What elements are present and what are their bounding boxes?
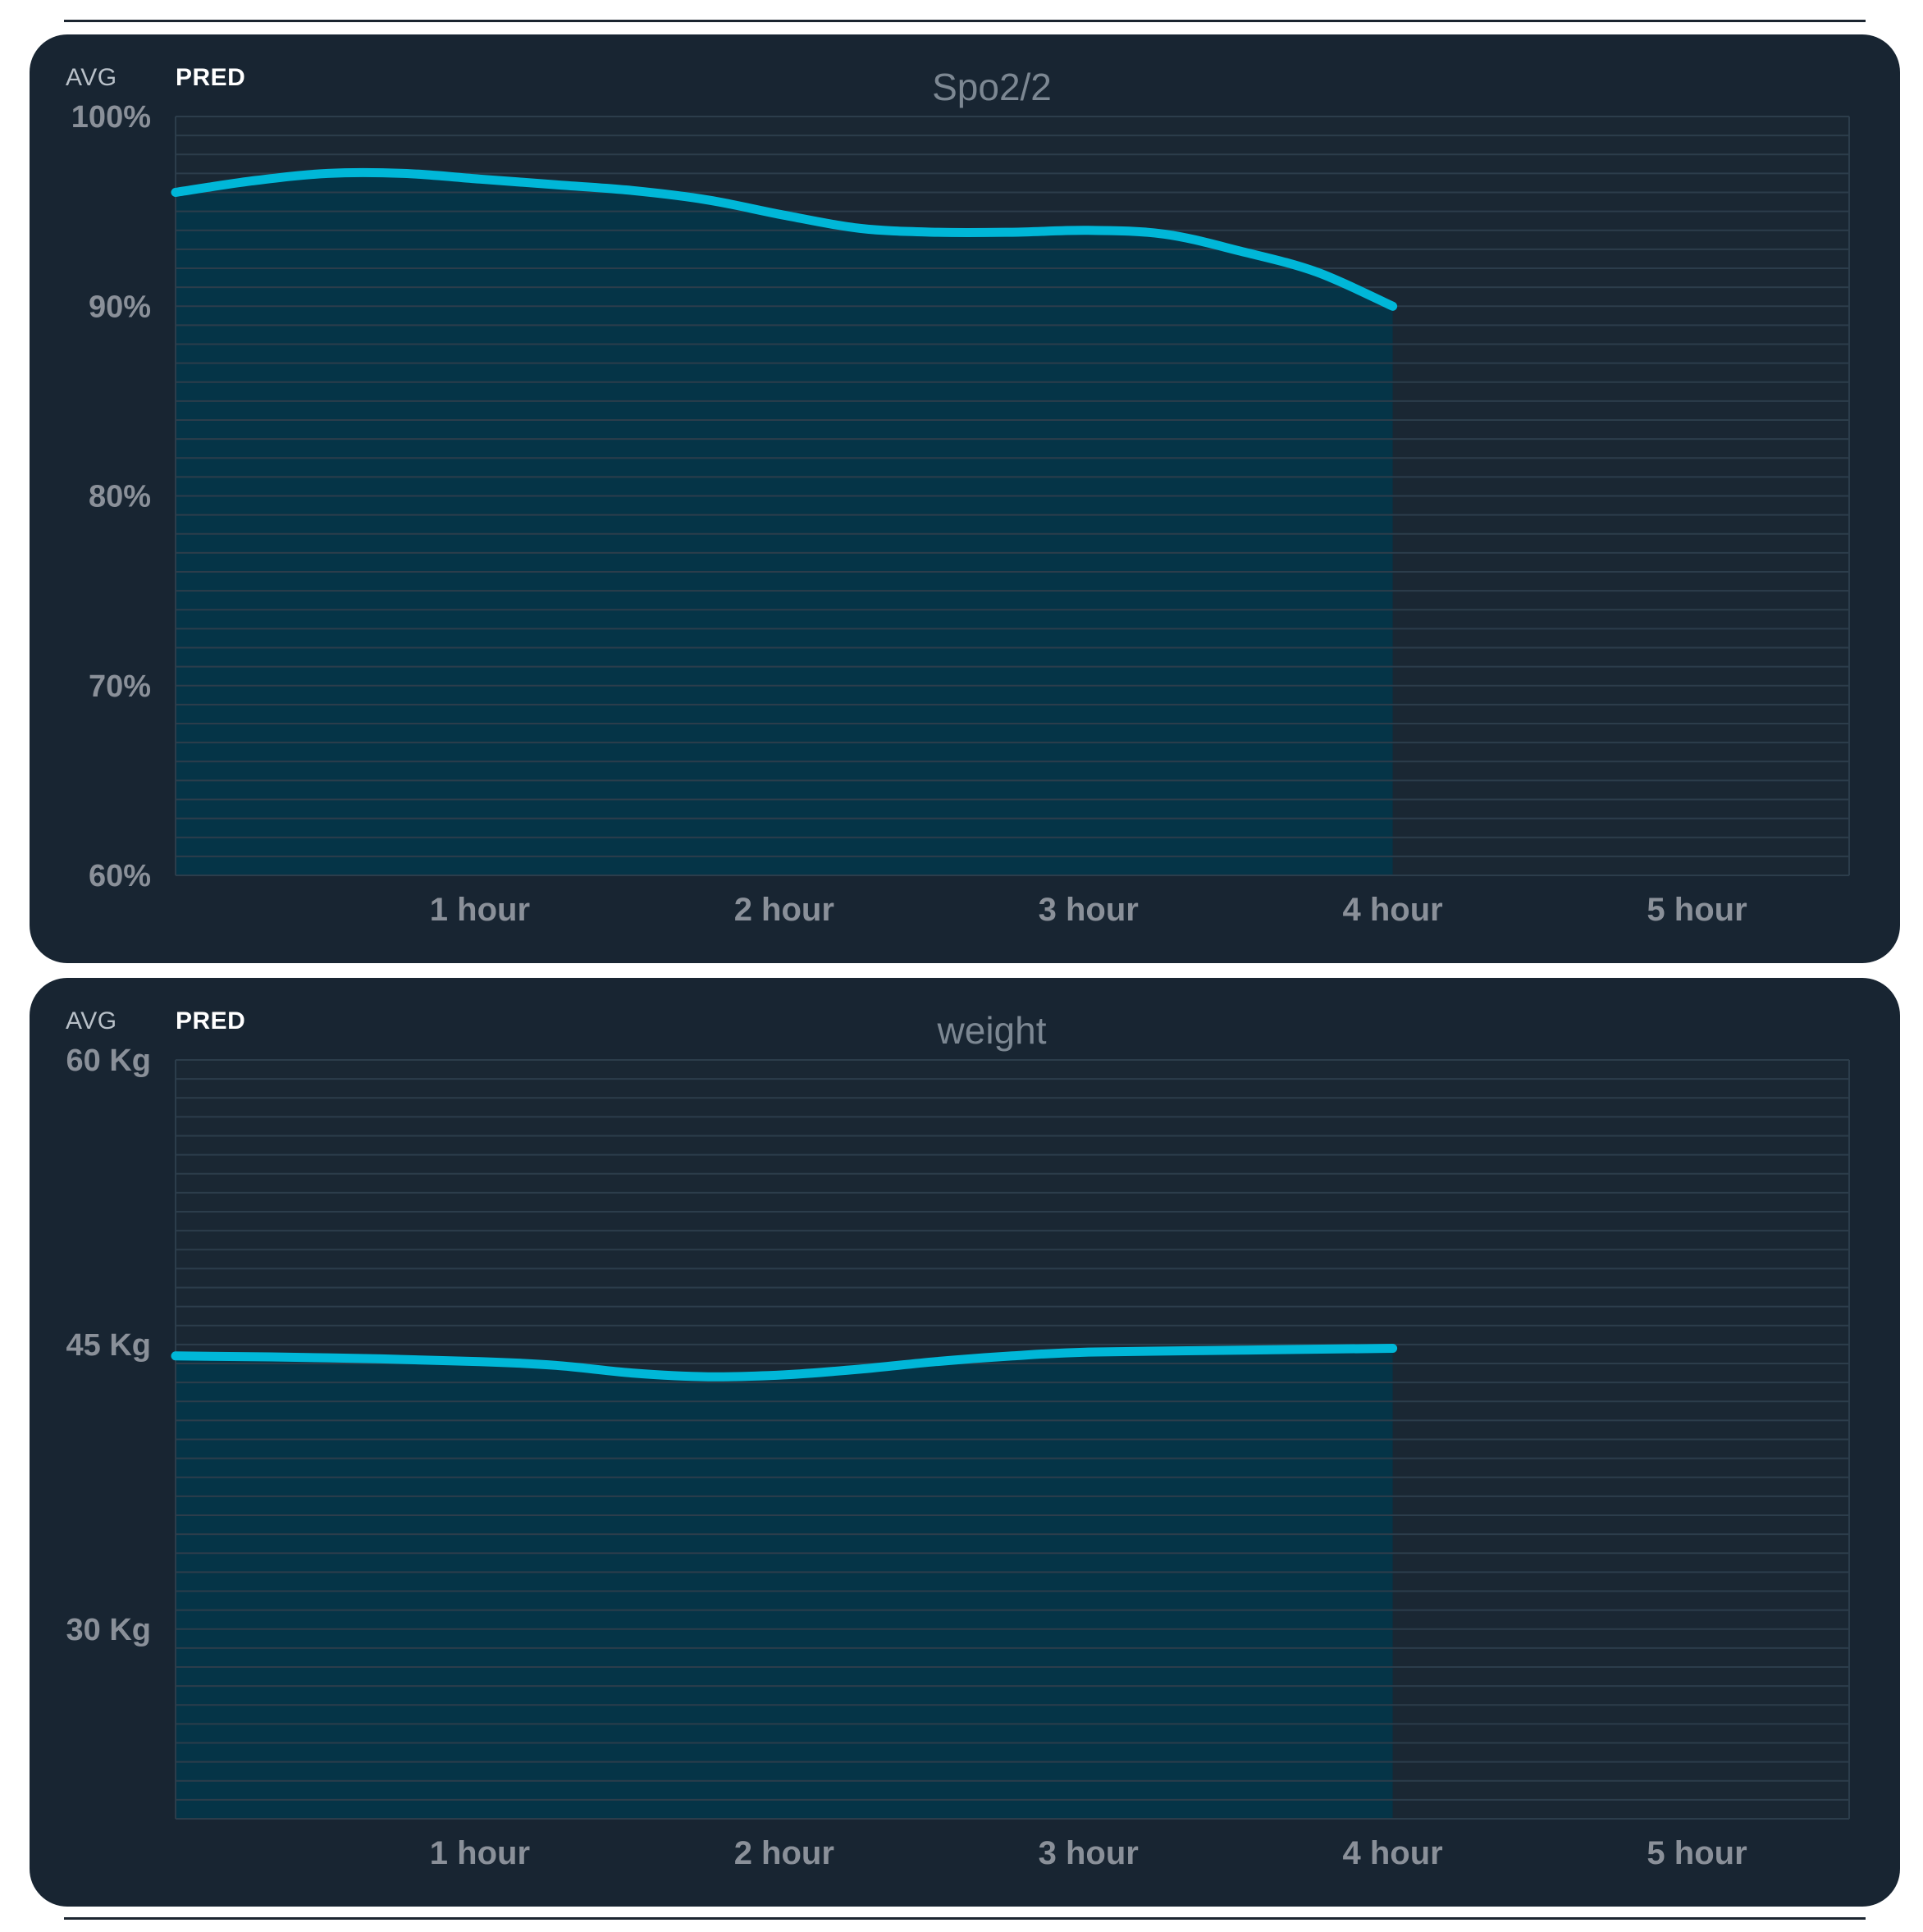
avg-tab[interactable]: AVG <box>66 1007 117 1035</box>
y-tick-label: 45 Kg <box>66 1328 151 1363</box>
pred-tab[interactable]: PRED <box>176 1007 246 1035</box>
chart-title: weight <box>937 1009 1047 1052</box>
top-divider <box>64 20 1866 22</box>
y-tick-label: 60% <box>89 859 151 893</box>
y-tick-label: 100% <box>71 100 151 135</box>
series-area <box>176 173 1393 875</box>
x-tick-label: 2 hour <box>734 1835 834 1871</box>
x-tick-label: 1 hour <box>430 892 530 928</box>
x-tick-label: 5 hour <box>1647 1835 1747 1871</box>
x-tick-label: 1 hour <box>430 1835 530 1871</box>
x-tick-label: 2 hour <box>734 892 834 928</box>
x-tick-label: 3 hour <box>1039 1835 1139 1871</box>
y-tick-label: 70% <box>89 669 151 704</box>
x-tick-label: 4 hour <box>1343 1835 1443 1871</box>
y-tick-label: 90% <box>89 290 151 324</box>
x-tick-label: 3 hour <box>1039 892 1139 928</box>
spo2-chart-card: AVG PRED Spo2/2 100% 90% 80% 70% 60% 1 hour 2 h… <box>30 34 1900 963</box>
y-tick-label: 30 Kg <box>66 1613 151 1647</box>
weight-chart-card: AVG PRED weight 60 Kg 45 Kg 30 Kg 1 hour 2 ho… <box>30 978 1900 1907</box>
pred-tab[interactable]: PRED <box>176 64 246 91</box>
y-tick-label: 60 Kg <box>66 1044 151 1078</box>
x-tick-label: 5 hour <box>1647 892 1747 928</box>
bottom-divider <box>64 1917 1866 1920</box>
spo2-chart: Spo2/2 100% 90% 80% 70% 60% 1 hour 2 hour 3 hour… <box>71 66 1850 928</box>
y-tick-label: 80% <box>89 480 151 514</box>
series-area <box>176 1348 1393 1819</box>
chart-title: Spo2/2 <box>932 66 1052 108</box>
series-line <box>171 167 1398 311</box>
x-tick-label: 4 hour <box>1343 892 1443 928</box>
series-line <box>171 1344 1398 1382</box>
weight-chart: weight 60 Kg 45 Kg 30 Kg 1 hour 2 hour 3 hour 4… <box>66 1009 1850 1871</box>
avg-tab[interactable]: AVG <box>66 64 117 91</box>
